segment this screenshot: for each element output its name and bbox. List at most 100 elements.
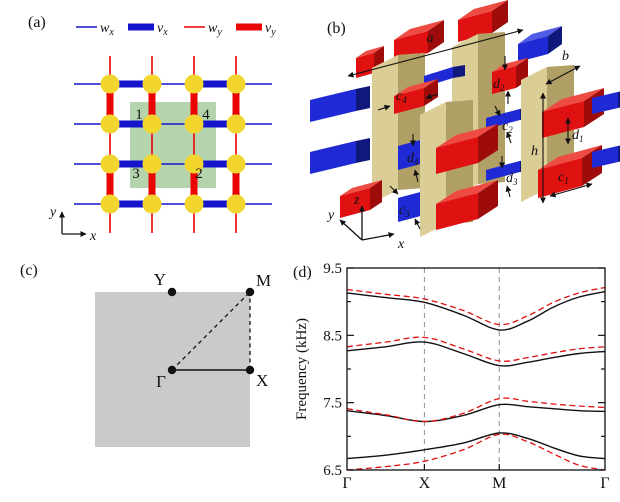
- xtick-gamma-left: Γ: [342, 475, 351, 492]
- xtick-x: X: [419, 475, 431, 492]
- xyz-axes: [339, 205, 395, 241]
- x-point-label: X: [256, 371, 268, 390]
- vy-bond-bar: [190, 164, 198, 204]
- lattice-site: [226, 114, 246, 134]
- gamma-point-label: Γ: [156, 372, 166, 391]
- dim-d3-arrow-bottom: [505, 185, 512, 198]
- blue-connector-box: [592, 91, 620, 114]
- dim-c2-arrow-top: [494, 105, 501, 117]
- band-curve-band4-solid: [346, 290, 606, 331]
- site-number-3: 3: [132, 166, 140, 182]
- lattice-site: [100, 114, 120, 134]
- vx-bond-bar: [110, 80, 152, 88]
- site-number-4: 4: [202, 107, 210, 123]
- y-axis-label: y: [48, 205, 57, 220]
- path-m-gamma: [171, 291, 251, 371]
- red-connector-box: [340, 180, 382, 218]
- band-curve-band3-dashed: [346, 336, 606, 362]
- dim-d4-label: d4: [407, 151, 419, 167]
- xtick-m: M: [492, 475, 506, 492]
- red-connector-box: [436, 124, 498, 174]
- brillouin-zone-diagram: (c) Γ X M Y: [20, 262, 271, 447]
- ytick-8-5: 8.5: [323, 328, 342, 344]
- panel-a: (a) wx vx wy vy 1 4 3 2: [0, 0, 310, 250]
- dim-b-arrow: [545, 65, 581, 85]
- vy-bond-bar: [148, 84, 156, 124]
- m-point: [245, 287, 255, 297]
- vx-bond-bar: [110, 160, 152, 168]
- lattice-site: [226, 74, 246, 94]
- dim-c4-label: c4: [396, 89, 407, 105]
- plot-dynamic-content: [346, 267, 606, 471]
- site-number-2: 2: [195, 166, 203, 182]
- y-point: [167, 287, 177, 297]
- x-point: [245, 365, 255, 375]
- legend-vy-label: vy: [265, 21, 276, 38]
- bond-legend: wx vx wy vy: [76, 21, 276, 38]
- lattice-site: [142, 74, 162, 94]
- vx-bond-bar: [110, 120, 152, 128]
- xy-axes: [59, 211, 87, 237]
- dim-h-label: h: [531, 144, 538, 159]
- blue-connector-box: [310, 138, 370, 174]
- xtick-gamma-right: Γ: [600, 475, 609, 492]
- panel-d-label: (d): [293, 264, 312, 281]
- dimension-arrows: [347, 28, 593, 230]
- legend-wx-label: wx: [100, 21, 114, 38]
- ytick-7-5: 7.5: [323, 396, 342, 412]
- lattice-site: [184, 114, 204, 134]
- z-axis-label: z: [353, 193, 360, 208]
- plot-frame: [346, 267, 606, 471]
- site-number-1: 1: [135, 107, 143, 123]
- band-curve-band4-dashed: [346, 286, 606, 326]
- dim-c2-label: c2: [502, 119, 513, 135]
- y-axis-arrow: [339, 219, 363, 241]
- band-curve-band2-dashed: [346, 397, 606, 423]
- y-axis-label: y: [326, 208, 335, 223]
- x-axis-label: x: [397, 237, 405, 252]
- dim-c1-label: c1: [558, 170, 569, 186]
- legend-vx-label: vx: [157, 21, 168, 38]
- panel-a-label: (a): [28, 14, 46, 31]
- panel-b-label: (b): [327, 20, 346, 37]
- lattice-site: [226, 194, 246, 214]
- vy-bond-bar: [190, 84, 198, 124]
- ytick-6-5: 6.5: [323, 463, 342, 479]
- panel-c: (c) Γ X M Y: [0, 255, 310, 502]
- vy-bond-bar: [232, 84, 240, 124]
- dim-d3-label: d3: [506, 171, 518, 187]
- vx-bond-bar: [194, 160, 236, 168]
- panel-b: (b): [310, 0, 620, 255]
- panel-c-label: (c): [20, 262, 38, 279]
- dim-c2-arrow-bottom: [506, 131, 512, 144]
- dim-c3-arrow-bottom: [414, 218, 421, 230]
- blue-connector-box: [310, 86, 370, 122]
- vx-bond-bar: [194, 80, 236, 88]
- vy-bond-bar: [232, 164, 240, 204]
- lattice-site: [142, 154, 162, 174]
- lattice-site: [100, 154, 120, 174]
- band-curve-band1-solid: [346, 432, 606, 460]
- vx-bond-bar: [110, 200, 152, 208]
- dim-d2-label: d2: [493, 77, 505, 93]
- red-connector-box: [394, 79, 438, 114]
- dim-b-label: b: [562, 49, 569, 64]
- gamma-point: [167, 365, 177, 375]
- legend-wy-label: wy: [208, 21, 222, 38]
- legend-vx-bar: [128, 23, 154, 31]
- dim-d4-arrow-bottom: [413, 169, 420, 183]
- lattice-site: [184, 194, 204, 214]
- lattice-site: [142, 194, 162, 214]
- blue-connector-box: [518, 26, 562, 62]
- y-point-label: Y: [154, 270, 166, 289]
- dim-c3-label: c3: [399, 203, 410, 219]
- lattice-site: [100, 74, 120, 94]
- unit-cell-highlight: [130, 102, 216, 188]
- band-curve-band1-dashed: [346, 433, 606, 471]
- dim-a-label: a: [427, 31, 434, 46]
- vy-bond-bar: [106, 164, 114, 204]
- vy-bond-bar: [106, 84, 114, 124]
- legend-vy-bar: [236, 23, 262, 31]
- lattice-site: [142, 114, 162, 134]
